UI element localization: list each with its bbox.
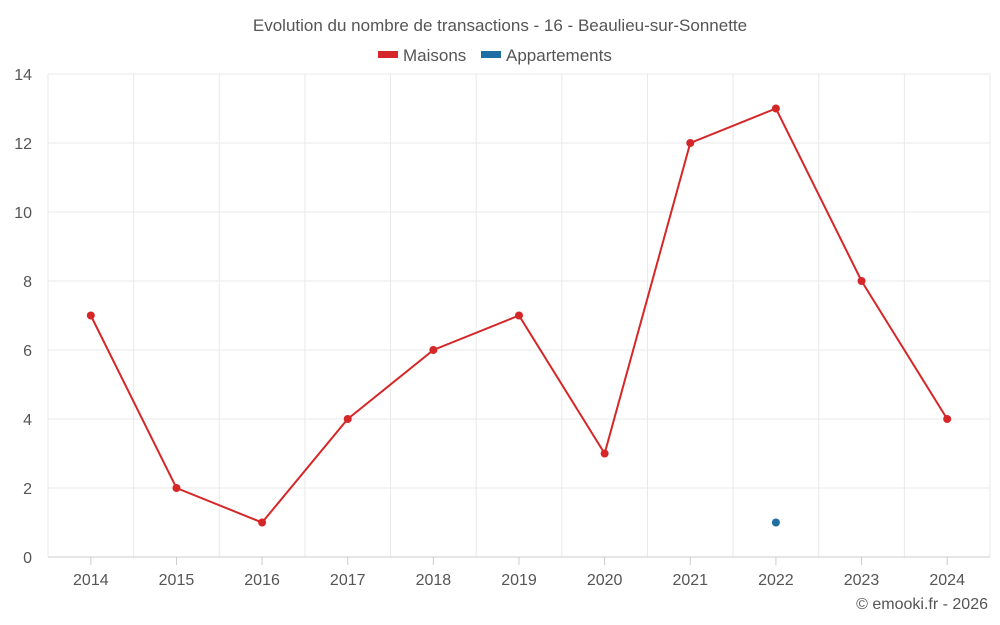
legend-item-maisons[interactable]: Maisons [378,46,466,65]
legend-swatch-maisons [378,51,398,58]
legend-swatch-appartements [481,51,501,58]
x-tick-label: 2021 [672,572,708,589]
legend: Maisons Appartements [378,46,612,65]
grid [47,73,991,558]
x-tick-label: 2018 [416,572,452,589]
y-tick-label: 10 [14,205,32,222]
legend-label-appartements: Appartements [506,46,612,65]
x-tick-label: 2024 [929,572,965,589]
y-tick-label: 8 [23,274,32,291]
y-tick-label: 14 [14,67,32,84]
data-point-maisons-2015[interactable] [172,484,181,492]
data-point-maisons-2021[interactable] [686,139,695,147]
y-tick-label: 2 [23,481,32,498]
data-point-maisons-2014[interactable] [86,311,95,320]
y-tick-label: 6 [23,343,32,360]
data-point-maisons-2019[interactable] [515,311,523,320]
x-axis-ticks: 2014 2015 2016 2017 2018 2019 2020 2021 2022 2023… [73,557,965,589]
data-point-maisons-2023[interactable] [857,277,866,285]
x-tick-label: 2020 [587,572,623,589]
legend-label-maisons: Maisons [403,46,466,65]
y-axis-ticks: 0 2 4 6 8 10 12 14 [14,67,32,567]
y-tick-label: 0 [23,550,32,567]
x-tick-label: 2016 [244,572,280,589]
y-tick-label: 12 [14,136,32,153]
x-tick-label: 2015 [159,572,195,589]
chart-title: Evolution du nombre de transactions - 16… [253,16,747,35]
data-point-maisons-2017[interactable] [343,415,352,423]
data-point-appartements-2022[interactable] [771,518,780,527]
x-tick-label: 2014 [73,572,109,589]
credit-text: © emooki.fr - 2026 [856,596,988,613]
x-tick-label: 2022 [758,572,794,589]
x-tick-label: 2023 [844,572,880,589]
x-tick-label: 2017 [330,572,366,589]
legend-item-appartements[interactable]: Appartements [481,46,612,65]
data-point-maisons-2020[interactable] [600,449,609,458]
x-tick-label: 2019 [501,572,537,589]
series-layer [86,104,952,527]
data-point-maisons-2016[interactable] [258,518,267,527]
y-tick-label: 4 [23,412,32,429]
data-point-maisons-2018[interactable] [429,346,438,354]
data-point-maisons-2022[interactable] [771,104,780,113]
data-point-maisons-2024[interactable] [943,415,952,423]
